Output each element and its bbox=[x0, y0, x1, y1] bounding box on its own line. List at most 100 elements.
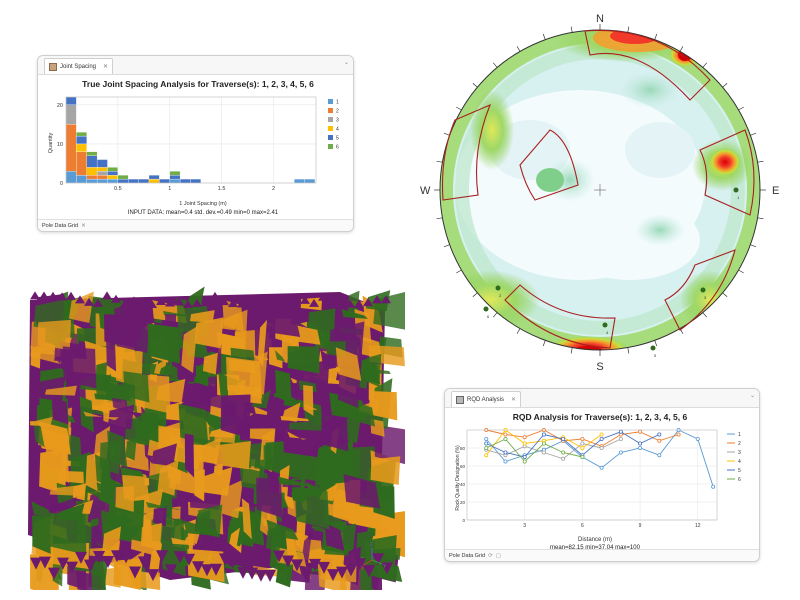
legend-swatch-1 bbox=[328, 99, 333, 104]
close-icon[interactable]: ✕ bbox=[81, 222, 86, 229]
joint-plane bbox=[222, 560, 238, 570]
joint-plane bbox=[354, 299, 364, 308]
joint-plane bbox=[288, 420, 323, 431]
joint-plane bbox=[269, 347, 283, 369]
panel-menu-icon[interactable]: ⌄ bbox=[343, 60, 349, 66]
joint-plane bbox=[111, 550, 123, 563]
joint-spacing-footer: Pole Data Grid ✕ bbox=[38, 219, 353, 231]
joint-plane bbox=[303, 384, 314, 416]
data-point-1 bbox=[638, 446, 643, 451]
window-icon[interactable]: ▢ bbox=[495, 552, 501, 559]
pole-data-grid-tab[interactable]: Pole Data Grid bbox=[42, 222, 79, 229]
histogram-bar-5 bbox=[128, 178, 139, 184]
rqd-chart: RQD Analysis for Traverse(s): 1, 2, 3, 4… bbox=[455, 412, 741, 551]
joint-plane bbox=[264, 299, 274, 308]
set-window-1 bbox=[584, 29, 711, 101]
joint-plane bbox=[219, 297, 229, 306]
tab-joint-spacing[interactable]: Joint Spacing ✕ bbox=[44, 58, 114, 74]
refresh-icon[interactable]: ⟳ bbox=[488, 552, 493, 559]
joint-plane bbox=[196, 504, 223, 538]
data-point-3 bbox=[541, 450, 546, 455]
joint-plane bbox=[95, 362, 107, 391]
data-point-5 bbox=[638, 441, 643, 446]
set-label-2: 2 bbox=[499, 293, 502, 298]
joint-plane bbox=[273, 293, 283, 302]
joint-plane bbox=[194, 317, 224, 349]
histogram-bar-5 bbox=[190, 178, 202, 184]
joint-spacing-tabbar: Joint Spacing ✕ bbox=[38, 56, 353, 75]
histogram-bar-5 bbox=[148, 175, 160, 180]
chart-title: RQD Analysis for Traverse(s): 1, 2, 3, 4… bbox=[513, 412, 688, 422]
joint-plane bbox=[30, 416, 53, 427]
joint-plane bbox=[372, 553, 384, 566]
series-line-5 bbox=[486, 431, 660, 458]
east-label: E bbox=[772, 185, 779, 197]
data-point-1 bbox=[599, 465, 604, 470]
joint-spacing-panel: Joint Spacing ✕ ⌄ True Joint Spacing Ana… bbox=[37, 55, 354, 232]
panel-menu-icon[interactable]: ⌄ bbox=[749, 393, 755, 399]
data-point-2 bbox=[676, 432, 681, 437]
joint-plane bbox=[363, 565, 375, 578]
y-axis-label: Quantity bbox=[48, 133, 54, 154]
joint-plane bbox=[287, 346, 320, 374]
joint-plane bbox=[194, 469, 205, 502]
data-point-2 bbox=[503, 432, 508, 437]
histogram-bar-5 bbox=[107, 171, 119, 176]
joint-plane bbox=[251, 389, 272, 409]
x-tick-label: 9 bbox=[639, 523, 642, 529]
joint-plane bbox=[327, 569, 339, 582]
data-point-5 bbox=[484, 441, 489, 446]
set-window-2 bbox=[699, 129, 755, 216]
legend-label-6: 6 bbox=[738, 477, 741, 483]
histogram-bar-6 bbox=[107, 167, 119, 172]
joint-plane bbox=[219, 553, 231, 566]
joint-plane bbox=[48, 291, 58, 300]
joint-plane bbox=[201, 564, 213, 577]
close-icon[interactable]: ✕ bbox=[511, 397, 517, 403]
joint-plane bbox=[37, 319, 71, 351]
series-line-6 bbox=[486, 438, 583, 463]
input-data-summary: INPUT DATA: mean=0.4 std. dev.=0.49 min=… bbox=[128, 210, 279, 216]
set-label-4: 4 bbox=[606, 330, 609, 335]
joint-plane bbox=[257, 319, 268, 368]
joint-plane bbox=[44, 385, 77, 396]
histogram-bar-4 bbox=[76, 143, 87, 152]
x-tick-label: 3 bbox=[523, 523, 526, 529]
joint-plane bbox=[201, 298, 211, 307]
data-point-5 bbox=[503, 450, 508, 455]
rqd-footer: Pole Data Grid ⟳ ▢ bbox=[445, 549, 759, 561]
joint-plane bbox=[355, 401, 376, 427]
y-tick-label: 20 bbox=[57, 103, 63, 109]
joint-plane bbox=[282, 297, 292, 306]
histogram-bar-1 bbox=[294, 178, 305, 184]
joint-plane bbox=[264, 569, 276, 582]
chart-title: True Joint Spacing Analysis for Traverse… bbox=[82, 79, 314, 89]
rqd-analysis-panel: RQD Analysis ✕ ⌄ RQD Analysis for Traver… bbox=[444, 388, 760, 562]
legend-label-4: 4 bbox=[336, 127, 339, 133]
joint-plane bbox=[107, 430, 128, 468]
data-point-6 bbox=[580, 455, 585, 460]
data-point-5 bbox=[599, 436, 604, 441]
axis-triad: Z Y X bbox=[360, 542, 387, 572]
tab-rqd-analysis[interactable]: RQD Analysis ✕ bbox=[451, 391, 522, 407]
center-crosshair bbox=[594, 184, 606, 196]
joint-plane bbox=[30, 350, 41, 369]
joint-plane bbox=[246, 567, 258, 580]
joint-plane bbox=[104, 380, 131, 402]
legend-label-1: 1 bbox=[738, 432, 741, 438]
data-point-6 bbox=[541, 441, 546, 446]
joint-plane bbox=[214, 441, 251, 470]
close-icon[interactable]: ✕ bbox=[103, 64, 109, 70]
joint-plane bbox=[151, 443, 177, 467]
joint-plane bbox=[363, 298, 373, 307]
data-point-1 bbox=[484, 436, 489, 441]
grid-icon bbox=[456, 395, 464, 404]
data-point-6 bbox=[522, 459, 527, 464]
histogram-bar-5 bbox=[179, 178, 191, 184]
joint-network-3d-view: Z Y X bbox=[28, 286, 405, 590]
legend-swatch-3 bbox=[328, 117, 333, 122]
pole-data-grid-tab[interactable]: Pole Data Grid bbox=[449, 552, 486, 559]
histogram-bar-1 bbox=[169, 178, 181, 184]
legend-label-6: 6 bbox=[336, 145, 339, 151]
joint-plane bbox=[318, 292, 328, 301]
